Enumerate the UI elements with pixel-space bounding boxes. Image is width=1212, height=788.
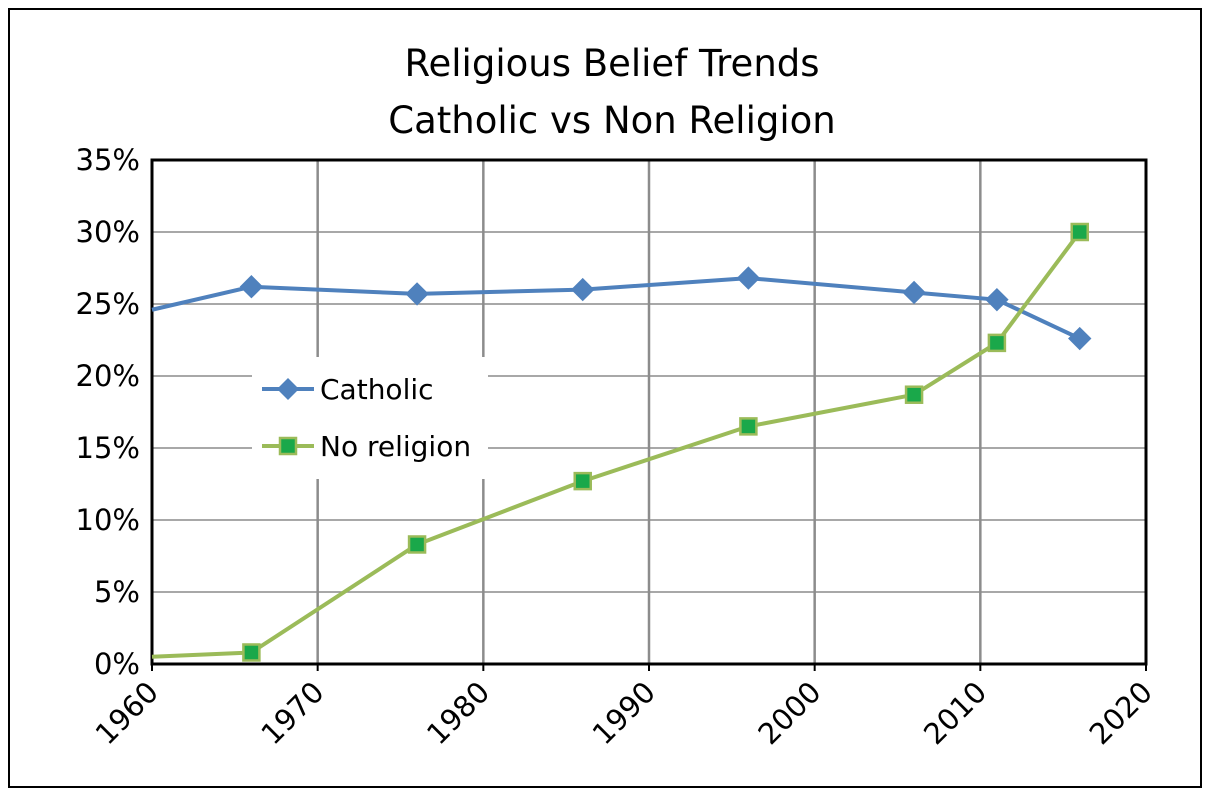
series-line bbox=[151, 276, 1081, 341]
legend-marker bbox=[278, 436, 298, 456]
x-tick-label: 2010 bbox=[917, 675, 993, 751]
data-point bbox=[239, 275, 264, 299]
data-point bbox=[573, 471, 592, 491]
legend: Catholic No religion bbox=[252, 357, 488, 479]
plot-area-border bbox=[150, 158, 1148, 666]
y-tick-label: 10% bbox=[76, 503, 140, 537]
x-tick-label: 2020 bbox=[1083, 675, 1159, 751]
data-point bbox=[1070, 222, 1089, 242]
data-point bbox=[902, 280, 926, 305]
series-line bbox=[151, 230, 1082, 659]
data-point bbox=[987, 333, 1007, 353]
legend-box bbox=[252, 357, 488, 479]
series-lines bbox=[151, 222, 1092, 662]
data-point bbox=[242, 643, 261, 662]
data-point bbox=[904, 385, 924, 404]
y-tick-label: 30% bbox=[76, 215, 140, 249]
y-tick-label: 35% bbox=[76, 143, 140, 177]
axes: 0% 5% 10% 15% 20% 25% 30% 35% 1960 1970 1980 1990 20… bbox=[76, 143, 1159, 751]
x-tick-label: 1960 bbox=[89, 675, 165, 751]
data-point bbox=[739, 417, 758, 436]
data-point bbox=[1068, 326, 1092, 351]
x-tick-label: 1970 bbox=[254, 675, 330, 751]
x-tick-label: 1980 bbox=[420, 675, 496, 751]
data-point bbox=[985, 287, 1009, 312]
data-point bbox=[736, 266, 761, 290]
chart-subtitle: Catholic vs Non Religion bbox=[388, 99, 835, 142]
legend-marker bbox=[277, 378, 299, 400]
x-tick-label: 1990 bbox=[586, 675, 662, 751]
data-point bbox=[571, 277, 595, 302]
y-tick-label: 5% bbox=[94, 575, 140, 609]
legend-label: Catholic bbox=[320, 373, 434, 406]
data-point bbox=[405, 282, 429, 306]
chart-title: Religious Belief Trends bbox=[404, 42, 819, 85]
y-tick-label: 15% bbox=[76, 431, 140, 465]
y-tick-label: 0% bbox=[94, 647, 140, 681]
legend-label: No religion bbox=[320, 430, 471, 463]
y-tick-label: 25% bbox=[76, 287, 140, 321]
x-tick-label: 2000 bbox=[751, 675, 827, 751]
y-tick-label: 20% bbox=[76, 359, 140, 393]
data-point bbox=[407, 535, 427, 554]
chart-frame bbox=[8, 8, 1202, 788]
